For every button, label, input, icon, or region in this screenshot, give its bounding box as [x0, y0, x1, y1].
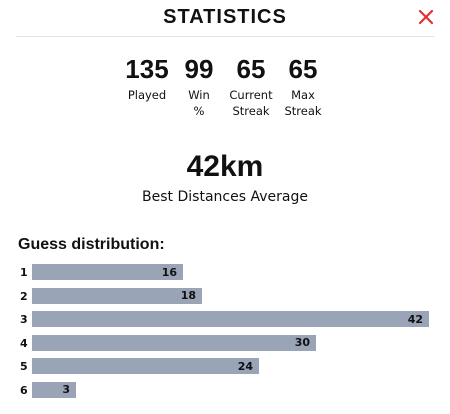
- distribution-row: 4 30: [0, 334, 450, 358]
- header: STATISTICS: [0, 0, 450, 36]
- guess-number: 6: [20, 383, 28, 397]
- distribution-bar: 42: [32, 311, 429, 327]
- stat-value: 65: [288, 54, 318, 84]
- stat-max-streak: 65 Max Streak: [277, 56, 329, 119]
- bar-count: 3: [62, 383, 70, 396]
- stat-label: Win %: [188, 88, 210, 118]
- guess-number: 1: [20, 266, 28, 279]
- header-divider: [16, 36, 434, 37]
- bar-count: 18: [180, 289, 196, 302]
- guess-number: 3: [20, 313, 28, 326]
- distribution-bar: 24: [32, 358, 259, 374]
- guess-number: 2: [20, 289, 28, 303]
- stat-value: 135: [125, 54, 169, 84]
- close-icon: [418, 9, 434, 25]
- stat-value: 65: [236, 54, 266, 84]
- distribution-bar: 30: [32, 334, 316, 351]
- stat-label: Max Streak: [284, 88, 322, 118]
- distribution-row: 1 16: [0, 263, 450, 287]
- stat-label: Current Streak: [229, 88, 273, 118]
- bar-count: 24: [237, 359, 253, 373]
- close-button[interactable]: [416, 7, 436, 27]
- guess-number: 4: [20, 336, 28, 350]
- guess-number: 5: [20, 360, 28, 373]
- best-distance-value: 42km: [186, 150, 264, 183]
- distribution-row: 3 42: [0, 310, 450, 334]
- distribution-row: 5 24: [0, 357, 450, 381]
- guess-distribution-title: Guess distribution:: [18, 236, 165, 253]
- best-distance-label: Best Distances Average: [142, 189, 308, 205]
- guess-distribution-chart: 1 16 2 18 3 42 4 30 5 24 6 3: [0, 263, 450, 404]
- stat-label: Played: [127, 88, 167, 102]
- stat-current-streak: 65 Current Streak: [225, 56, 277, 119]
- page-title: STATISTICS: [163, 6, 287, 28]
- bar-count: 42: [407, 312, 423, 326]
- stats-row: 135 Played 99 Win % 65 Current Streak 65…: [0, 56, 450, 119]
- stat-value: 99: [184, 54, 214, 84]
- distribution-row: 2 18: [0, 287, 450, 311]
- distribution-bar: 16: [32, 264, 183, 280]
- bar-count: 16: [161, 265, 177, 279]
- stat-played: 135 Played: [121, 56, 173, 119]
- bar-count: 30: [294, 336, 310, 349]
- distribution-bar: 3: [32, 381, 76, 398]
- stat-win-percent: 99 Win %: [173, 56, 225, 119]
- best-distance-block: 42km Best Distances Average: [0, 150, 450, 206]
- distribution-bar: 18: [32, 287, 202, 304]
